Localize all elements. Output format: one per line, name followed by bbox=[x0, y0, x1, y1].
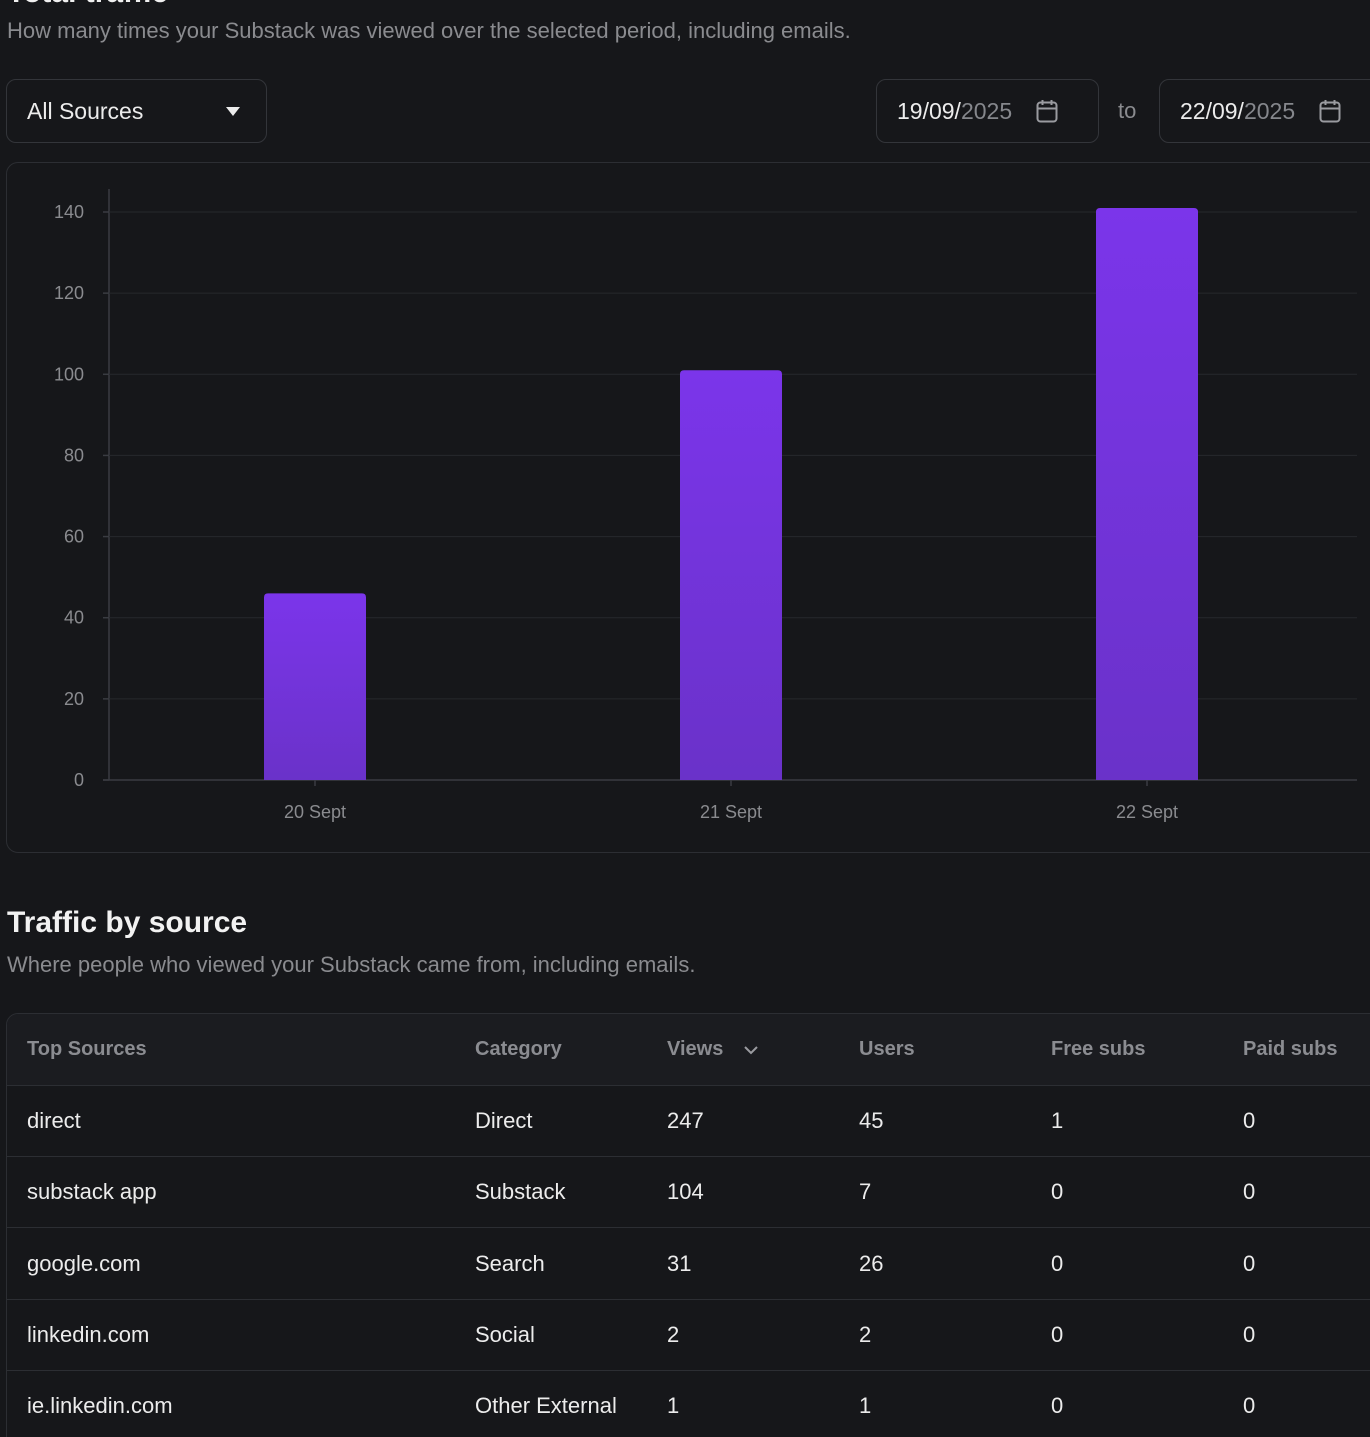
calendar-icon[interactable] bbox=[1319, 99, 1341, 123]
column-header-views-label: Views bbox=[667, 1038, 724, 1060]
y-tick-label: 120 bbox=[54, 283, 84, 303]
cell-paid-subs: 0 bbox=[1243, 1393, 1256, 1418]
cell-users: 26 bbox=[859, 1251, 884, 1276]
cell-category: Social bbox=[475, 1322, 535, 1347]
date-range-to-label: to bbox=[1118, 98, 1137, 123]
cell-source: ie.linkedin.com bbox=[27, 1393, 173, 1418]
traffic-bar-chart: 0 20 40 60 80 100 120 140 20 Sept 21 Sept 22 Sept bbox=[54, 189, 1357, 822]
cell-paid-subs: 0 bbox=[1243, 1251, 1256, 1276]
cell-category: Search bbox=[475, 1251, 545, 1276]
table-row[interactable]: substack app Substack 104 7 0 0 bbox=[7, 1157, 1370, 1228]
traffic-chart-card: 0 20 40 60 80 100 120 140 20 Sept 21 Sept 22 Sept bbox=[6, 162, 1370, 853]
column-header-views[interactable]: Views bbox=[667, 1014, 759, 1085]
cell-category: Substack bbox=[475, 1179, 566, 1204]
cell-users: 45 bbox=[859, 1108, 884, 1133]
cell-source: direct bbox=[27, 1108, 81, 1133]
cell-source: google.com bbox=[27, 1251, 141, 1276]
cell-free-subs: 0 bbox=[1051, 1179, 1064, 1204]
cell-users: 1 bbox=[859, 1393, 872, 1418]
column-header-category[interactable]: Category bbox=[475, 1038, 562, 1060]
y-tick-label: 0 bbox=[74, 770, 84, 790]
column-header-top-sources[interactable]: Top Sources bbox=[27, 1038, 147, 1060]
traffic-by-source-subtitle: Where people who viewed your Substack ca… bbox=[7, 952, 696, 977]
cell-category: Other External bbox=[475, 1393, 617, 1418]
cell-paid-subs: 0 bbox=[1243, 1322, 1256, 1347]
total-traffic-subtitle: How many times your Substack was viewed … bbox=[7, 18, 851, 43]
bar-21-sept bbox=[680, 370, 782, 780]
cell-views: 247 bbox=[667, 1108, 704, 1133]
cell-free-subs: 0 bbox=[1051, 1393, 1064, 1418]
caret-down-icon bbox=[226, 106, 240, 116]
cell-users: 2 bbox=[859, 1322, 872, 1347]
cell-paid-subs: 0 bbox=[1243, 1108, 1256, 1133]
cell-paid-subs: 0 bbox=[1243, 1179, 1256, 1204]
source-filter-dropdown[interactable]: All Sources bbox=[6, 79, 267, 143]
y-tick-label: 60 bbox=[64, 527, 84, 547]
cell-users: 7 bbox=[859, 1179, 872, 1204]
bar-20-sept bbox=[264, 593, 366, 780]
cell-source: substack app bbox=[27, 1179, 157, 1204]
table-row[interactable]: linkedin.com Social 2 2 0 0 bbox=[7, 1300, 1370, 1371]
table-row[interactable]: ie.linkedin.com Other External 1 1 0 0 bbox=[7, 1371, 1370, 1437]
column-header-free-subs[interactable]: Free subs bbox=[1051, 1038, 1146, 1060]
y-tick-label: 40 bbox=[64, 608, 84, 628]
traffic-by-source-title: Traffic by source bbox=[7, 906, 248, 939]
cell-views: 31 bbox=[667, 1251, 692, 1276]
total-traffic-title: Total traffic bbox=[7, 0, 168, 10]
cell-free-subs: 0 bbox=[1051, 1322, 1064, 1347]
date-from-day-month: 19/09/ bbox=[897, 97, 961, 124]
table-header-row: Top Sources Category Views Users Free su… bbox=[7, 1014, 1370, 1086]
column-header-paid-subs[interactable]: Paid subs bbox=[1243, 1038, 1338, 1060]
x-tick-label: 21 Sept bbox=[700, 802, 762, 822]
traffic-source-table: Top Sources Category Views Users Free su… bbox=[6, 1013, 1370, 1437]
cell-category: Direct bbox=[475, 1108, 533, 1133]
x-tick-label: 20 Sept bbox=[284, 802, 346, 822]
y-tick-label: 20 bbox=[64, 689, 84, 709]
date-to-year: 2025 bbox=[1243, 97, 1296, 124]
table-row[interactable]: direct Direct 247 45 1 0 bbox=[7, 1086, 1370, 1157]
cell-free-subs: 1 bbox=[1051, 1108, 1064, 1133]
date-from-year: 2025 bbox=[960, 97, 1013, 124]
cell-source: linkedin.com bbox=[27, 1322, 150, 1347]
date-to-input[interactable]: 22/09/2025 bbox=[1159, 79, 1370, 143]
cell-views: 104 bbox=[667, 1179, 704, 1204]
bar-22-sept bbox=[1096, 207, 1198, 780]
y-tick-label: 80 bbox=[64, 445, 84, 465]
calendar-icon[interactable] bbox=[1036, 99, 1058, 123]
table-row[interactable]: google.com Search 31 26 0 0 bbox=[7, 1229, 1370, 1300]
cell-views: 1 bbox=[667, 1393, 680, 1418]
y-tick-label: 140 bbox=[54, 202, 84, 222]
chevron-down-icon[interactable] bbox=[743, 1045, 759, 1055]
cell-views: 2 bbox=[667, 1322, 680, 1347]
date-to-day-month: 22/09/ bbox=[1180, 97, 1244, 124]
x-tick-label: 22 Sept bbox=[1116, 802, 1178, 822]
cell-free-subs: 0 bbox=[1051, 1251, 1064, 1276]
y-tick-label: 100 bbox=[54, 364, 84, 384]
date-from-input[interactable]: 19/09/2025 bbox=[876, 79, 1099, 143]
column-header-users[interactable]: Users bbox=[859, 1038, 915, 1060]
source-filter-value: All Sources bbox=[27, 97, 144, 124]
